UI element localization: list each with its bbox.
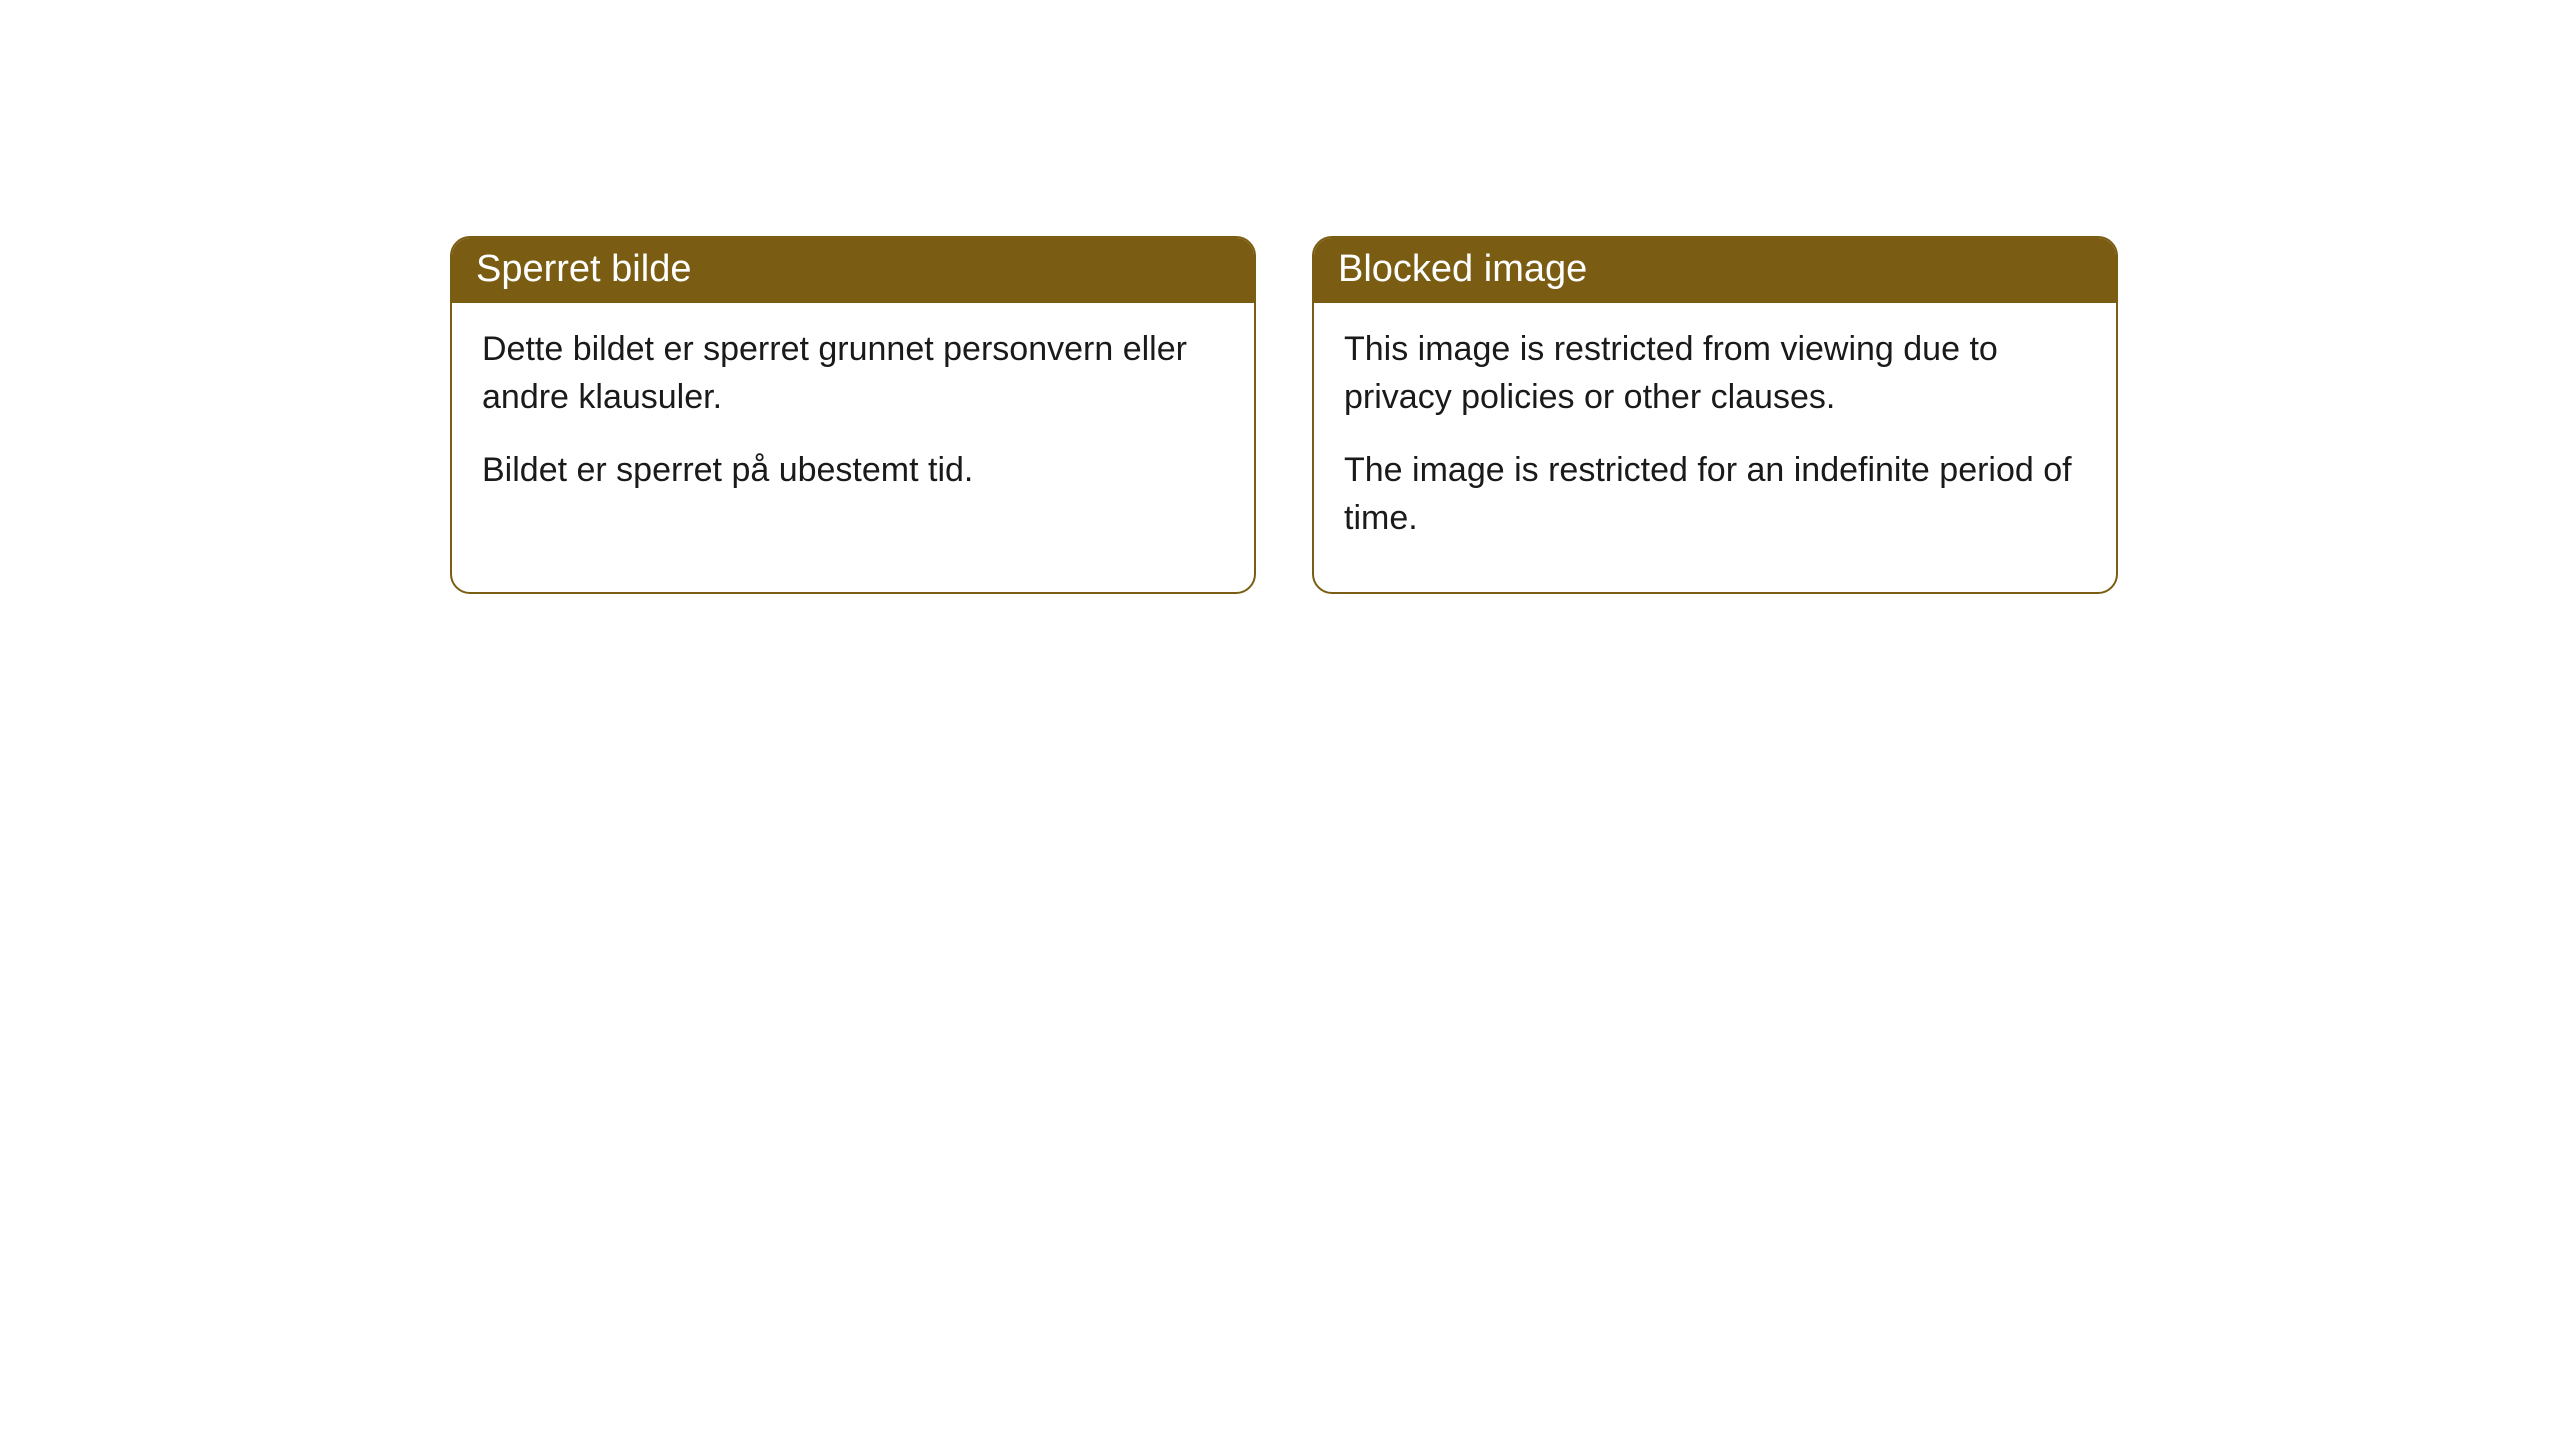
card-title: Sperret bilde: [476, 248, 691, 290]
card-title: Blocked image: [1338, 248, 1587, 290]
card-paragraph: Bildet er sperret på ubestemt tid.: [482, 446, 1224, 494]
info-cards-container: Sperret bilde Dette bildet er sperret gr…: [450, 236, 2560, 594]
card-header: Blocked image: [1314, 238, 2116, 303]
blocked-image-card-english: Blocked image This image is restricted f…: [1312, 236, 2118, 594]
card-paragraph: This image is restricted from viewing du…: [1344, 325, 2086, 422]
blocked-image-card-norwegian: Sperret bilde Dette bildet er sperret gr…: [450, 236, 1256, 594]
card-body: This image is restricted from viewing du…: [1314, 303, 2116, 592]
card-paragraph: Dette bildet er sperret grunnet personve…: [482, 325, 1224, 422]
card-paragraph: The image is restricted for an indefinit…: [1344, 446, 2086, 543]
card-header: Sperret bilde: [452, 238, 1254, 303]
card-body: Dette bildet er sperret grunnet personve…: [452, 303, 1254, 544]
